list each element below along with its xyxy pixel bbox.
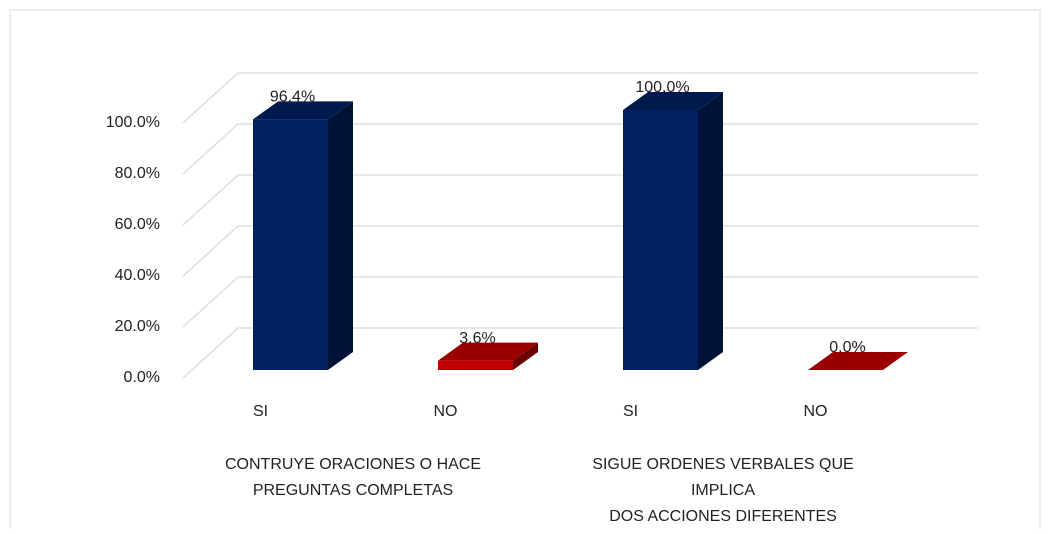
bar [253, 119, 328, 370]
grid-line [182, 72, 978, 124]
bar-top [253, 101, 353, 120]
bar-side [698, 92, 723, 370]
bar [623, 110, 698, 370]
grid-line [182, 327, 978, 379]
bar [438, 360, 513, 370]
bar-top [438, 342, 538, 361]
y-tick-label: 0.0% [124, 369, 160, 386]
grid-line [182, 123, 978, 175]
chart-border [9, 9, 1041, 534]
bar-top [623, 92, 723, 110]
x-tick-label: NO [434, 403, 458, 420]
x-tick-label: SI [623, 403, 638, 420]
bar-side [328, 101, 353, 371]
x-tick-label: SI [253, 403, 268, 420]
group-label: DOS ACCIONES DIFERENTES [609, 508, 837, 525]
y-tick-label: 40.0% [115, 267, 160, 284]
value-label: 100.0% [635, 79, 689, 96]
y-tick-label: 80.0% [115, 165, 160, 182]
group-label: CONTRUYE ORACIONES O HACE [225, 456, 481, 473]
value-label: 0.0% [829, 339, 865, 356]
bar-top [808, 352, 908, 370]
value-label: 3.6% [459, 330, 495, 347]
y-tick-label: 100.0% [106, 114, 160, 131]
group-label: PREGUNTAS COMPLETAS [253, 482, 453, 499]
y-tick-label: 60.0% [115, 216, 160, 233]
grid-line [182, 225, 978, 277]
y-tick-label: 20.0% [115, 318, 160, 335]
group-label: IMPLICA [691, 482, 755, 499]
bar-side [513, 342, 538, 370]
grid-line [182, 174, 978, 226]
value-label: 96.4% [270, 89, 315, 106]
group-label: SIGUE ORDENES VERBALES QUE [592, 456, 853, 473]
grid-line [182, 276, 978, 328]
x-tick-label: NO [804, 403, 828, 420]
